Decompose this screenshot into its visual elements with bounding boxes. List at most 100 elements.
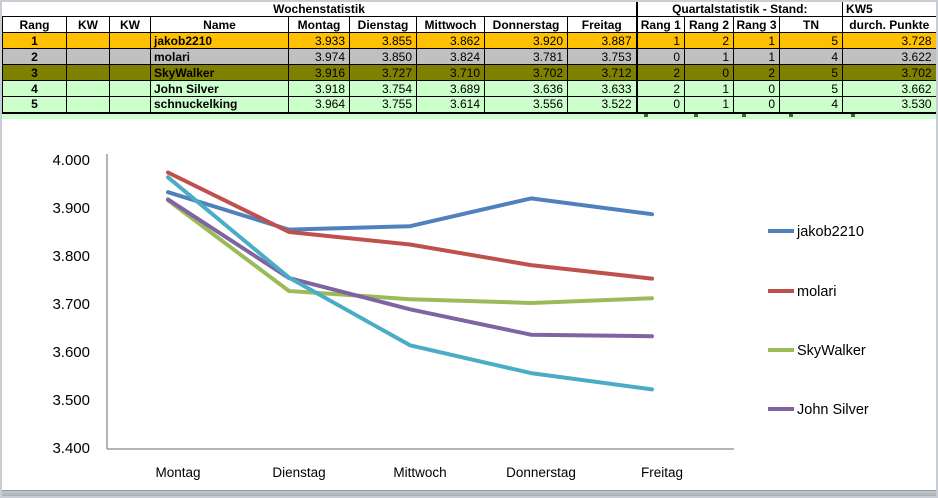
cell-punkte[interactable]: 3.530 — [842, 96, 936, 114]
legend-label: jakob2210 — [796, 224, 864, 240]
cell-rang3[interactable]: 0 — [733, 96, 780, 114]
cell-tn[interactable]: 5 — [778, 80, 844, 97]
y-axis-tick-label: 3.600 — [52, 344, 90, 361]
cell-dienstag[interactable]: 3.755 — [349, 96, 417, 114]
table-row: 3 SkyWalker 3.916 3.727 3.710 3.702 3.712 2 0 2 5 3… — [2, 64, 936, 81]
cell-mittwoch[interactable]: 3.614 — [416, 96, 485, 114]
col-header-punkte[interactable]: durch. Punkte — [842, 16, 936, 33]
cell-corner-marker — [789, 114, 793, 117]
table-row: 4 John Silver 3.918 3.754 3.689 3.636 3.633 2 1 0… — [2, 80, 936, 97]
cell-corner-marker — [644, 114, 648, 117]
cell-rang1[interactable]: 0 — [635, 96, 685, 114]
col-header-donnerstag[interactable]: Donnerstag — [484, 16, 568, 33]
cell-montag[interactable]: 3.974 — [288, 48, 350, 65]
col-header-montag[interactable]: Montag — [288, 16, 350, 33]
cell-rang3[interactable]: 0 — [733, 80, 780, 97]
legend-item-molari[interactable]: molari — [768, 284, 836, 300]
cell-name[interactable]: jakob2210 — [150, 32, 289, 49]
cell-mittwoch[interactable]: 3.824 — [416, 48, 485, 65]
y-axis-tick-label: 3.800 — [52, 248, 90, 265]
cell-name[interactable]: molari — [150, 48, 289, 65]
cell-name[interactable]: John Silver — [150, 80, 289, 97]
legend-label: SkyWalker — [797, 343, 866, 359]
y-axis-tick-label: 3.900 — [52, 200, 90, 217]
y-axis-tick-label: 4.000 — [52, 152, 90, 169]
legend-label: molari — [797, 284, 836, 300]
cell-punkte[interactable]: 3.622 — [842, 48, 936, 65]
y-axis-tick-label: 3.400 — [52, 440, 90, 457]
col-header-tn[interactable]: TN — [778, 16, 844, 33]
cell-kw2[interactable] — [109, 32, 151, 49]
col-header-kw2[interactable]: KW — [109, 16, 151, 33]
cell-rang1[interactable]: 2 — [635, 80, 685, 97]
table-header-row: Rang KW KW Name Montag Dienstag Mittwoch… — [2, 16, 936, 33]
cell-tn[interactable]: 5 — [778, 32, 844, 49]
legend-item-jakob2210[interactable]: jakob2210 — [768, 224, 864, 240]
col-header-rang[interactable]: Rang — [2, 16, 67, 33]
series-line-jakob2210[interactable] — [166, 190, 654, 232]
cell-rang3[interactable]: 1 — [733, 48, 780, 65]
table-row: 5 schnuckelking 3.964 3.755 3.614 3.556 3.522 0… — [2, 96, 936, 114]
x-axis-category-label: Mittwoch — [393, 465, 446, 480]
cell-dienstag[interactable]: 3.855 — [349, 32, 417, 49]
cell-mittwoch[interactable]: 3.710 — [416, 64, 485, 81]
cell-name[interactable]: schnuckelking — [150, 96, 289, 114]
series-line-skywalker[interactable] — [166, 198, 654, 305]
cell-corner-marker — [742, 114, 746, 117]
cell-mittwoch[interactable]: 3.689 — [416, 80, 485, 97]
cell-punkte[interactable]: 3.662 — [842, 80, 936, 97]
legend-label: John Silver — [797, 402, 869, 418]
cell-montag[interactable]: 3.918 — [288, 80, 350, 97]
col-header-rang1[interactable]: Rang 1 — [635, 16, 685, 33]
series-line-schnuckelking[interactable] — [166, 175, 654, 392]
cell-dienstag[interactable]: 3.727 — [349, 64, 417, 81]
cell-rang3[interactable]: 2 — [733, 64, 780, 81]
cell-corner-marker — [694, 114, 698, 117]
cell-name[interactable]: SkyWalker — [150, 64, 289, 81]
series-line-john-silver[interactable] — [166, 197, 654, 339]
col-header-freitag[interactable]: Freitag — [567, 16, 637, 33]
cell-freitag[interactable]: 3.633 — [567, 80, 637, 97]
window-bottom-edge — [2, 490, 936, 496]
cell-kw1[interactable] — [66, 96, 110, 114]
cell-rang1[interactable]: 1 — [635, 32, 685, 49]
cell-kw1[interactable] — [66, 80, 110, 97]
quarter-statistics-title[interactable]: Quartalstatistik - Stand: — [636, 2, 843, 17]
cell-rang1[interactable]: 2 — [635, 64, 685, 81]
legend-item-skywalker[interactable]: SkyWalker — [768, 343, 866, 359]
cell-rang[interactable]: 1 — [2, 32, 67, 49]
cell-rang[interactable]: 5 — [2, 96, 67, 114]
x-axis-category-label: Dienstag — [272, 465, 325, 480]
table-title-row: Wochenstatistik Quartalstatistik - Stand… — [2, 2, 936, 17]
y-axis-tick-label: 3.500 — [52, 392, 90, 409]
cell-donnerstag[interactable]: 3.781 — [484, 48, 568, 65]
statistics-table: Wochenstatistik Quartalstatistik - Stand… — [2, 2, 936, 114]
col-header-rang2[interactable]: Rang 2 — [684, 16, 734, 33]
col-header-kw1[interactable]: KW — [66, 16, 110, 33]
col-header-mittwoch[interactable]: Mittwoch — [416, 16, 485, 33]
cell-montag[interactable]: 3.916 — [288, 64, 350, 81]
series-line-molari[interactable] — [166, 170, 654, 281]
x-axis-category-label: Freitag — [641, 465, 683, 480]
next-row-peek — [2, 114, 936, 119]
legend-item-john-silver[interactable]: John Silver — [768, 402, 869, 418]
table-row: 2 molari 3.974 3.850 3.824 3.781 3.753 0 1 1 4 3.62… — [2, 48, 936, 65]
cell-rang[interactable]: 4 — [2, 80, 67, 97]
y-axis-tick-label: 3.700 — [52, 296, 90, 313]
cell-kw2[interactable] — [109, 96, 151, 114]
cell-kw2[interactable] — [109, 64, 151, 81]
x-axis-category-label: Montag — [155, 465, 200, 480]
table-row: 1 jakob2210 3.933 3.855 3.862 3.920 3.887 1 2 1 5 3… — [2, 32, 936, 49]
cell-donnerstag[interactable]: 3.556 — [484, 96, 568, 114]
cell-kw1[interactable] — [66, 32, 110, 49]
cell-tn[interactable]: 4 — [778, 96, 844, 114]
cell-corner-marker — [851, 114, 855, 117]
cell-rang1[interactable]: 0 — [635, 48, 685, 65]
cell-montag[interactable]: 3.933 — [288, 32, 350, 49]
cell-dienstag[interactable]: 3.754 — [349, 80, 417, 97]
cell-rang2[interactable]: 1 — [684, 48, 734, 65]
cell-freitag[interactable]: 3.712 — [567, 64, 637, 81]
cell-freitag[interactable]: 3.522 — [567, 96, 637, 114]
